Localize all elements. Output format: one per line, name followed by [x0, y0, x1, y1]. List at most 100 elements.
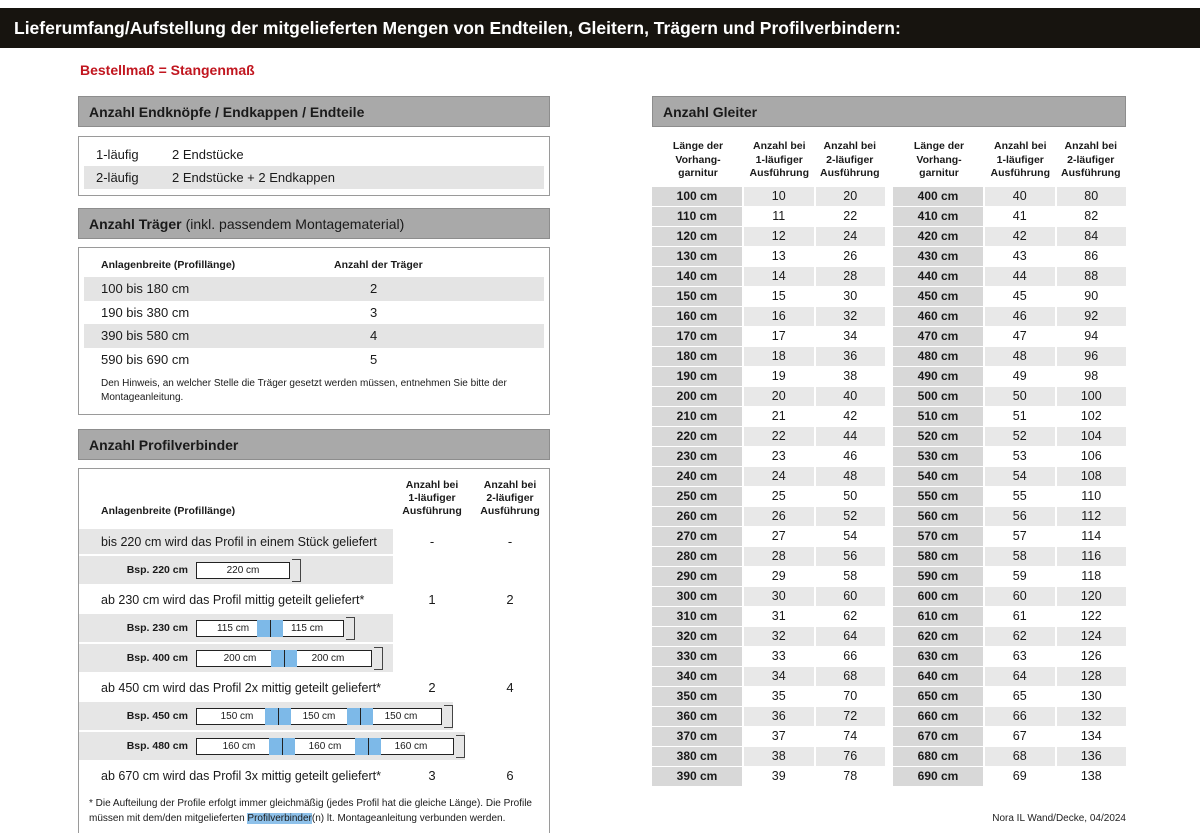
profilverbinder-rule-text: ab 230 cm wird das Profil mittig geteilt…	[101, 592, 365, 607]
gleiter-length-cell: 170 cm	[652, 326, 744, 347]
gleiter-row: 610 cm 61 122	[893, 606, 1126, 627]
example-length-label: Bsp. 220 cm	[126, 564, 188, 577]
gleiter-row: 680 cm 68 136	[893, 746, 1126, 767]
gleiter-length-cell: 500 cm	[893, 386, 985, 407]
gleiter-length-cell: 270 cm	[652, 526, 744, 547]
traeger-table-body: 100 bis 180 cm 2 190 bis 380 cm 3 390 bis 58…	[84, 277, 544, 371]
gleiter-count-one-cell: 51	[985, 407, 1055, 427]
gleiter-row: 690 cm 69 138	[893, 766, 1126, 787]
gleiter-count-two-cell: 24	[813, 226, 885, 247]
profilverbinder-connector	[257, 619, 283, 637]
gleiter-row: 430 cm 43 86	[893, 246, 1126, 267]
gleiter-count-two-cell: 38	[813, 366, 885, 387]
traeger-range-cell: 100 bis 180 cm	[101, 281, 190, 297]
gleiter-count-one-cell: 59	[985, 567, 1055, 587]
gleiter-count-two-cell: 130	[1054, 686, 1126, 707]
profilverbinder-table-body: bis 220 cm wird das Profil in einem Stüc…	[79, 529, 549, 788]
gleiter-count-two-cell: 112	[1054, 506, 1126, 527]
profilverbinder-count-two: 6	[506, 768, 514, 784]
gleiter-row: 550 cm 55 110	[893, 486, 1126, 507]
gleiter-row: 170 cm 17 34	[652, 326, 885, 347]
gleiter-length-cell: 250 cm	[652, 486, 744, 507]
gleiter-length-cell: 460 cm	[893, 306, 985, 327]
gleiter-row: 390 cm 39 78	[652, 766, 885, 787]
gleiter-col-two: Anzahl bei 2-läufiger Ausführung	[820, 140, 880, 180]
gleiter-length-cell: 490 cm	[893, 366, 985, 387]
profile-example-band: Bsp. 400 cm 200 cm 200 cm	[79, 644, 393, 673]
gleiter-row: 100 cm 10 20	[652, 186, 885, 207]
gleiter-length-cell: 630 cm	[893, 646, 985, 667]
gleiter-row: 420 cm 42 84	[893, 226, 1126, 247]
gleiter-count-two-cell: 104	[1054, 426, 1126, 447]
profilverbinder-rule-row: ab 450 cm wird das Profil 2x mittig gete…	[79, 675, 549, 700]
gleiter-count-one-cell: 47	[985, 327, 1055, 347]
gleiter-count-two-cell: 92	[1054, 306, 1126, 327]
profile-diagram: 150 cm 150 cm 150 cm	[196, 704, 453, 728]
gleiter-count-two-cell: 70	[813, 686, 885, 707]
gleiter-count-one-cell: 61	[985, 607, 1055, 627]
gleiter-count-one-cell: 28	[744, 546, 814, 567]
gleiter-length-cell: 580 cm	[893, 546, 985, 567]
gleiter-count-one-cell: 56	[985, 506, 1055, 527]
gleiter-count-two-cell: 124	[1054, 626, 1126, 647]
gleiter-row: 450 cm 45 90	[893, 286, 1126, 307]
gleiter-count-one-cell: 29	[744, 567, 814, 587]
profilverbinder-section-header: Anzahl Profilverbinder	[78, 429, 550, 460]
gleiter-count-two-cell: 132	[1054, 706, 1126, 727]
endteile-table: 1-läufig 2 Endstücke 2-läufig 2 Endstücke +…	[78, 136, 550, 196]
gleiter-table-body: 400 cm 40 80 410 cm 41 82 420 cm 42 84 430 cm 43 86…	[893, 186, 1126, 787]
gleiter-length-cell: 280 cm	[652, 546, 744, 567]
gleiter-table-header: Länge der Vorhang-garnitur Anzahl bei 1-lä…	[893, 134, 1126, 187]
profilverbinder-col-one: Anzahl bei 1-läufiger Ausführung	[402, 479, 462, 518]
gleiter-count-two-cell: 126	[1054, 646, 1126, 667]
gleiter-row: 160 cm 16 32	[652, 306, 885, 327]
profile-example-band: Bsp. 220 cm 220 cm	[79, 556, 393, 585]
gleiter-row: 130 cm 13 26	[652, 246, 885, 267]
traeger-row: 190 bis 380 cm 3	[84, 301, 544, 325]
gleiter-count-one-cell: 65	[985, 687, 1055, 707]
traeger-range-cell: 190 bis 380 cm	[101, 304, 190, 320]
gleiter-count-two-cell: 76	[813, 746, 885, 767]
gleiter-count-two-cell: 62	[813, 606, 885, 627]
gleiter-length-cell: 570 cm	[893, 526, 985, 547]
gleiter-length-cell: 680 cm	[893, 746, 985, 767]
gleiter-col-one: Anzahl bei 1-läufiger Ausführung	[749, 140, 810, 180]
gleiter-count-two-cell: 138	[1054, 766, 1126, 787]
gleiter-count-one-cell: 67	[985, 727, 1055, 747]
profilverbinder-connector	[265, 707, 291, 725]
gleiter-count-one-cell: 35	[744, 687, 814, 707]
gleiter-count-one-cell: 50	[985, 386, 1055, 407]
endteile-parts-value: 2 Endstücke	[172, 147, 244, 162]
footnote-highlight: Profilverbinder	[247, 812, 312, 824]
profile-example-row: Bsp. 450 cm 150 cm 150 cm 150 cm	[79, 702, 549, 731]
gleiter-length-cell: 370 cm	[652, 726, 744, 747]
gleiter-length-cell: 380 cm	[652, 746, 744, 767]
example-length-label: Bsp. 450 cm	[126, 710, 188, 723]
gleiter-row: 210 cm 21 42	[652, 406, 885, 427]
gleiter-count-one-cell: 48	[985, 346, 1055, 367]
gleiter-length-cell: 340 cm	[652, 666, 744, 687]
gleiter-length-cell: 180 cm	[652, 346, 744, 367]
gleiter-length-cell: 590 cm	[893, 566, 985, 587]
profile-segment: 150 cm	[196, 707, 278, 725]
gleiter-count-two-cell: 94	[1054, 326, 1126, 347]
gleiter-table-left: Länge der Vorhang-garnitur Anzahl bei 1-lä…	[652, 134, 885, 787]
gleiter-row: 630 cm 63 126	[893, 646, 1126, 667]
gleiter-length-cell: 650 cm	[893, 686, 985, 707]
gleiter-count-two-cell: 84	[1054, 226, 1126, 247]
profile-example-row: Bsp. 400 cm 200 cm 200 cm	[79, 644, 549, 673]
gleiter-row: 590 cm 59 118	[893, 566, 1126, 587]
gleiter-row: 320 cm 32 64	[652, 626, 885, 647]
profilverbinder-connector	[355, 737, 381, 755]
gleiter-length-cell: 450 cm	[893, 286, 985, 307]
gleiter-col-one: Anzahl bei 1-läufiger Ausführung	[990, 140, 1051, 180]
gleiter-length-cell: 440 cm	[893, 266, 985, 287]
gleiter-length-cell: 480 cm	[893, 346, 985, 367]
profile-segment: 150 cm	[360, 707, 442, 725]
gleiter-row: 120 cm 12 24	[652, 226, 885, 247]
profilverbinder-rule-text: ab 450 cm wird das Profil 2x mittig gete…	[101, 680, 381, 695]
gleiter-count-one-cell: 52	[985, 426, 1055, 447]
gleiter-row: 230 cm 23 46	[652, 446, 885, 467]
gleiter-count-one-cell: 44	[985, 266, 1055, 287]
gleiter-count-one-cell: 31	[744, 607, 814, 627]
